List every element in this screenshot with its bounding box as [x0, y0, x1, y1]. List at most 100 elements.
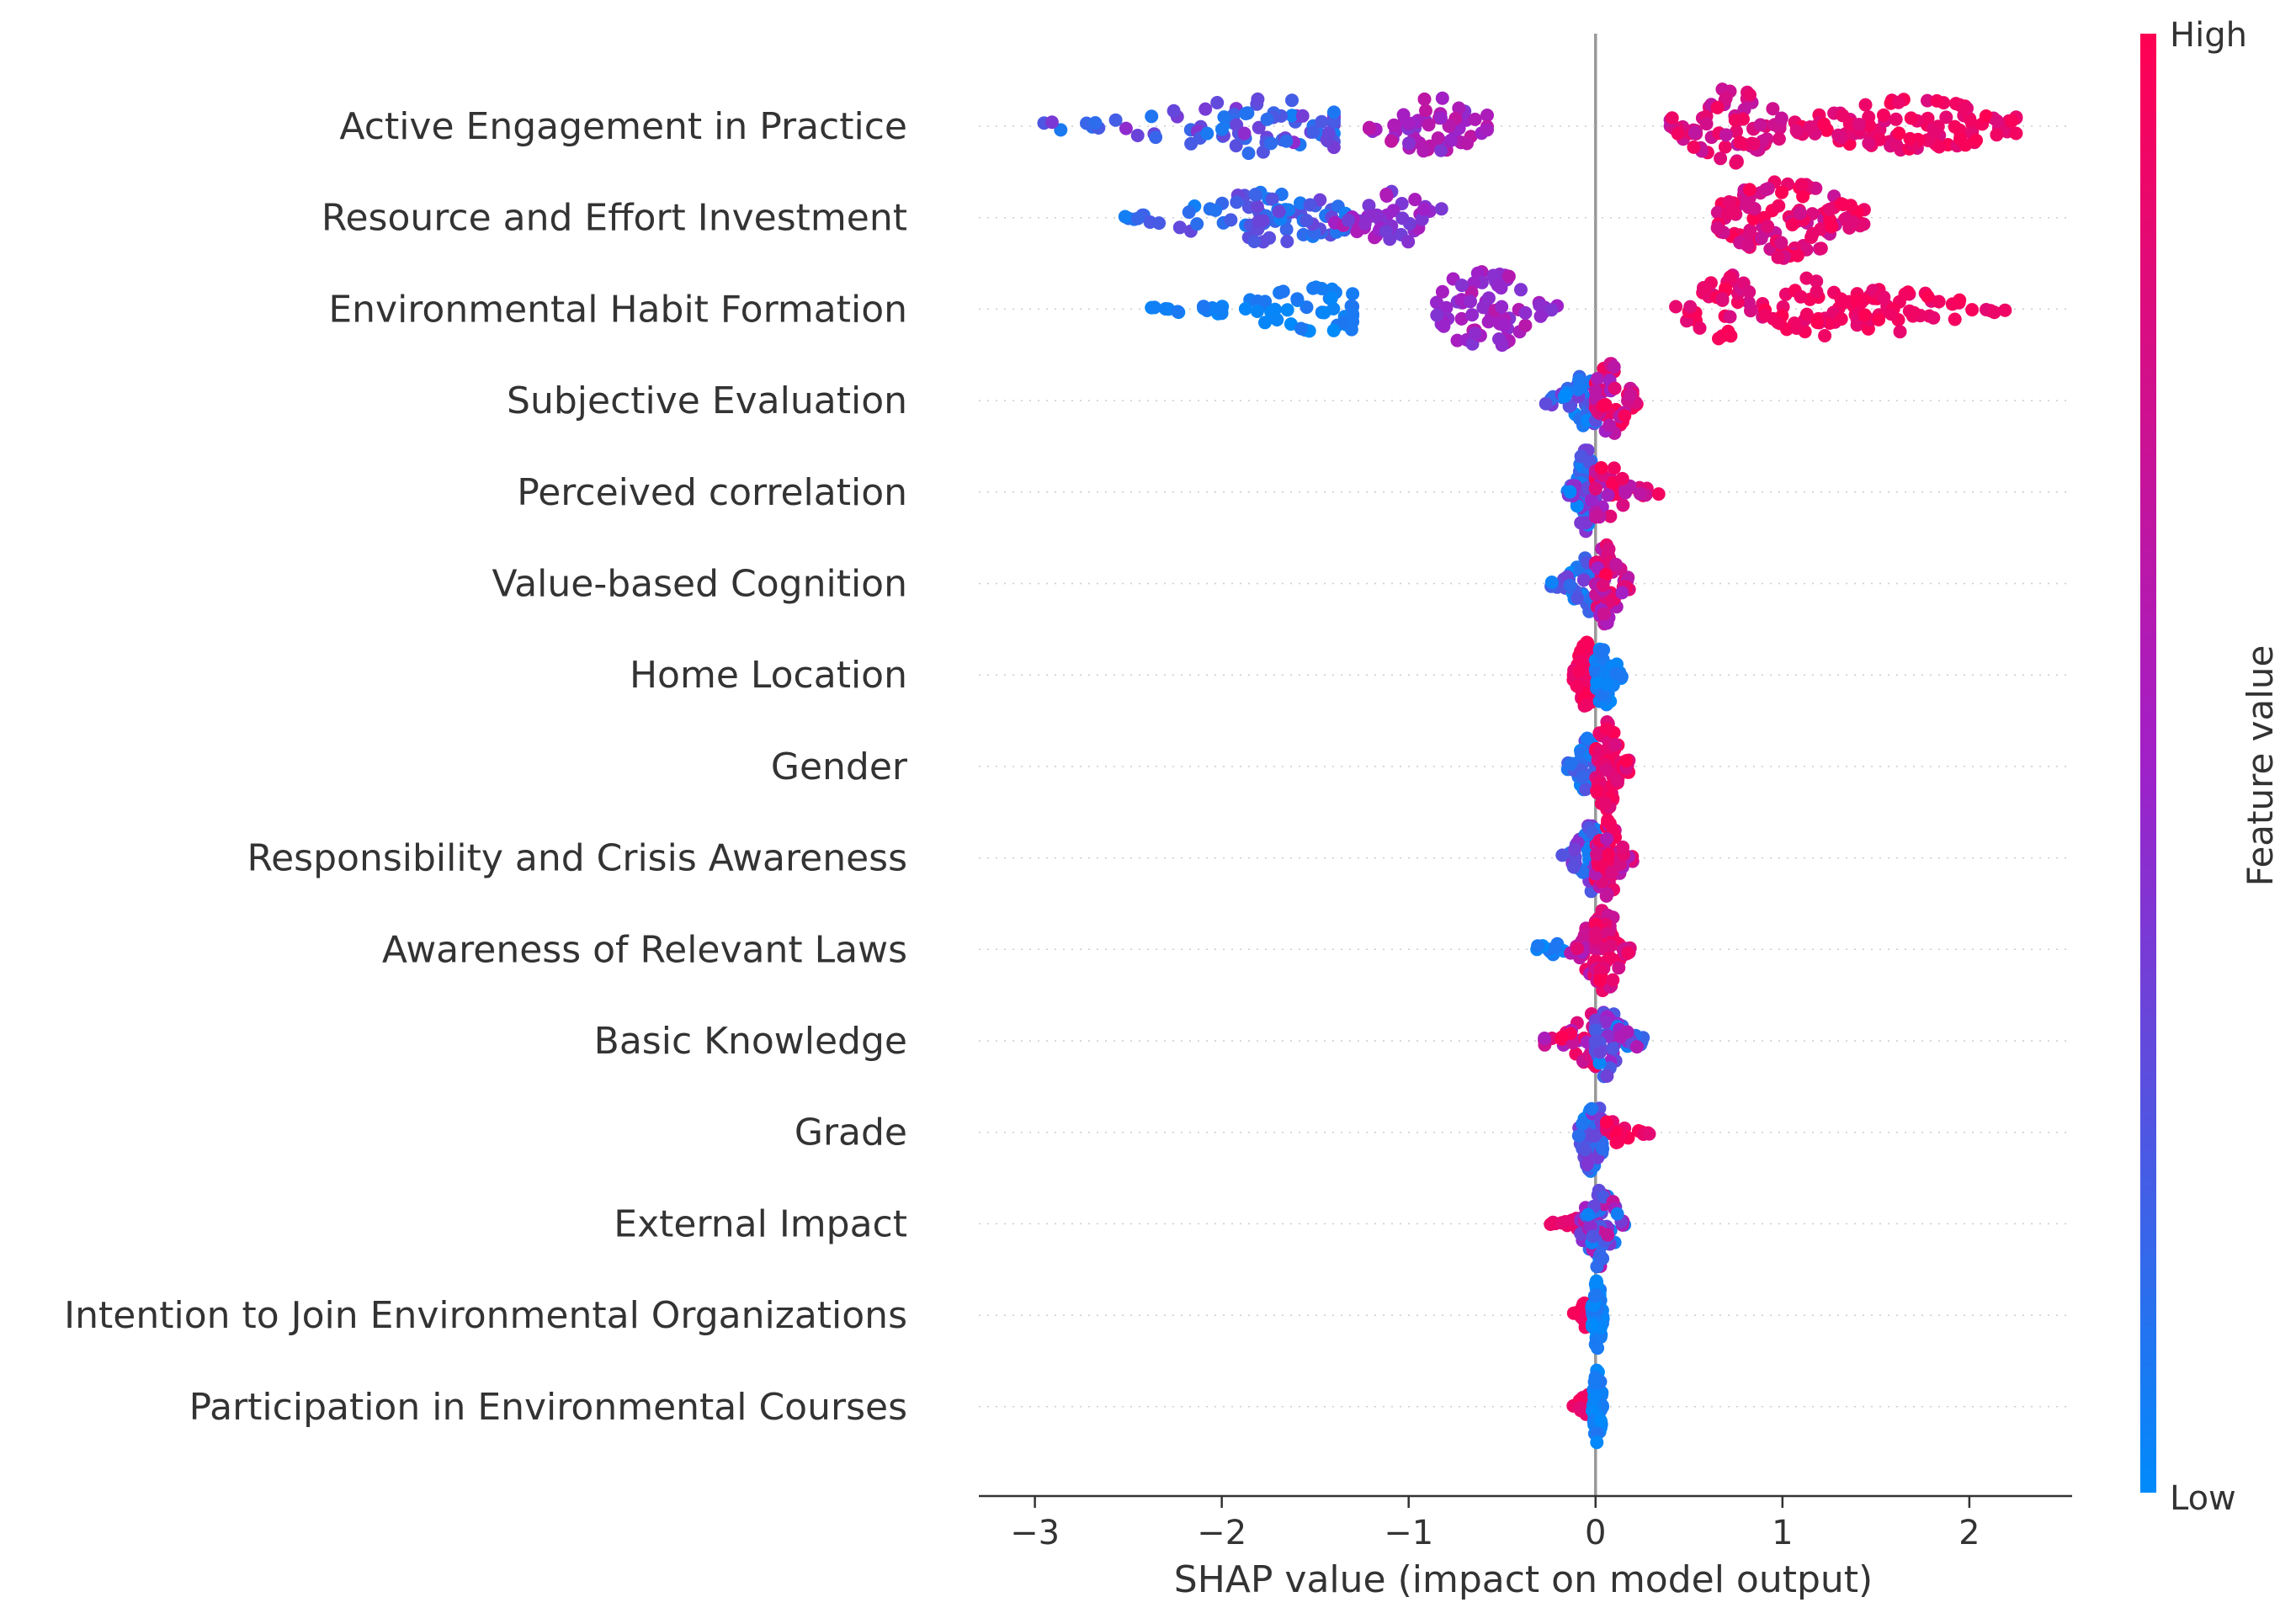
shap-point	[1434, 143, 1448, 157]
shap-point	[1898, 287, 1912, 301]
shap-point	[1959, 138, 1973, 152]
shap-point	[1850, 292, 1864, 306]
shap-point	[1590, 1435, 1604, 1450]
shap-point	[1230, 118, 1244, 132]
shap-point	[1497, 318, 1512, 332]
feature-label: Subjective Evaluation	[507, 379, 907, 422]
shap-point	[1044, 115, 1059, 130]
shap-point	[2009, 126, 2023, 141]
shap-point	[1533, 309, 1548, 323]
shap-point	[1209, 203, 1223, 217]
shap-point	[1593, 1045, 1608, 1059]
shap-point	[1710, 205, 1725, 220]
shap-point	[1326, 115, 1341, 129]
feature-label: Environmental Habit Formation	[328, 288, 907, 331]
shap-point	[1303, 198, 1317, 212]
shap-point	[1385, 134, 1399, 148]
shap-point	[1579, 783, 1593, 796]
shap-point	[1460, 136, 1474, 151]
shap-point	[1576, 573, 1591, 587]
shap-point	[1200, 126, 1214, 141]
shap-point	[1741, 238, 1754, 252]
shap-point	[1603, 939, 1618, 953]
shap-point	[1592, 1056, 1607, 1070]
shap-point	[1612, 961, 1626, 975]
x-tick-label: −2	[1197, 1514, 1246, 1552]
colorbar: High Low Feature value	[2140, 16, 2281, 1518]
shap-point	[1294, 321, 1308, 336]
shap-point	[1198, 102, 1213, 116]
feature-label: Intention to Join Environmental Organiza…	[64, 1294, 907, 1337]
shap-point	[1789, 321, 1804, 335]
shap-point	[1563, 485, 1577, 499]
shap-point	[1422, 118, 1436, 132]
shap-point	[1598, 568, 1613, 582]
shap-point	[1362, 121, 1376, 135]
shap-point	[1108, 113, 1123, 127]
shap-point	[1723, 270, 1737, 284]
shap-point	[1761, 220, 1775, 233]
shap-point	[1719, 91, 1733, 105]
x-tick-label: 0	[1585, 1514, 1606, 1552]
shap-point	[1863, 119, 1877, 133]
shap-point	[1771, 316, 1785, 330]
shap-point	[1454, 279, 1469, 293]
shap-point	[1531, 939, 1545, 953]
shap-point	[1054, 123, 1068, 137]
shap-point	[1533, 298, 1547, 312]
shap-point	[1586, 1229, 1600, 1244]
shap-point	[1932, 294, 1946, 309]
shap-point	[1581, 1207, 1595, 1222]
shap-point	[1814, 241, 1828, 256]
shap-point	[1607, 360, 1621, 374]
shap-point	[1741, 295, 1756, 310]
shap-point	[1587, 1289, 1602, 1303]
shap-point	[1295, 109, 1310, 123]
shap-point	[1480, 123, 1494, 137]
shap-point	[1210, 96, 1225, 109]
feature-label: Participation in Environmental Courses	[189, 1386, 907, 1429]
shap-point	[1252, 120, 1266, 135]
shap-point	[1893, 325, 1907, 339]
shap-point	[1265, 192, 1279, 206]
shap-point	[1592, 974, 1607, 988]
shap-point	[1590, 1275, 1604, 1289]
shap-point	[1588, 481, 1602, 496]
shap-point	[1665, 111, 1679, 125]
shap-point	[1280, 303, 1294, 317]
shap-point	[1606, 1042, 1620, 1056]
shap-point	[1444, 133, 1458, 147]
shap-point	[1593, 963, 1608, 977]
shap-point	[1598, 796, 1613, 810]
shap-point	[1597, 607, 1611, 621]
shap-point	[1214, 306, 1229, 321]
shap-point	[1119, 121, 1133, 135]
shap-point	[1237, 126, 1252, 141]
shap-point	[1250, 305, 1264, 318]
shap-point	[1930, 93, 1944, 108]
shap-point	[1514, 283, 1528, 297]
shap-point	[1435, 284, 1449, 299]
shap-point	[1629, 1040, 1644, 1054]
shap-point	[1604, 865, 1618, 879]
shap-point	[1299, 300, 1314, 315]
x-tick-label: 1	[1772, 1514, 1793, 1552]
shap-point	[1987, 305, 2001, 320]
shap-point	[1789, 124, 1804, 138]
shap-point	[1379, 225, 1393, 239]
shap-point	[1932, 140, 1947, 154]
feature-row	[1530, 904, 1637, 998]
shap-point	[1415, 212, 1429, 226]
beeswarm-dots	[979, 82, 2072, 1450]
shap-point	[1596, 1251, 1610, 1265]
shap-point	[1729, 156, 1743, 170]
feature-row	[1145, 265, 2012, 353]
shap-point	[1577, 928, 1592, 942]
shap-point	[1606, 973, 1620, 987]
shap-point	[1799, 307, 1814, 321]
shap-point	[1152, 216, 1167, 231]
shap-point	[1280, 235, 1294, 248]
shap-point	[1589, 508, 1603, 523]
shap-point	[1715, 292, 1730, 306]
shap-point	[1465, 308, 1480, 322]
